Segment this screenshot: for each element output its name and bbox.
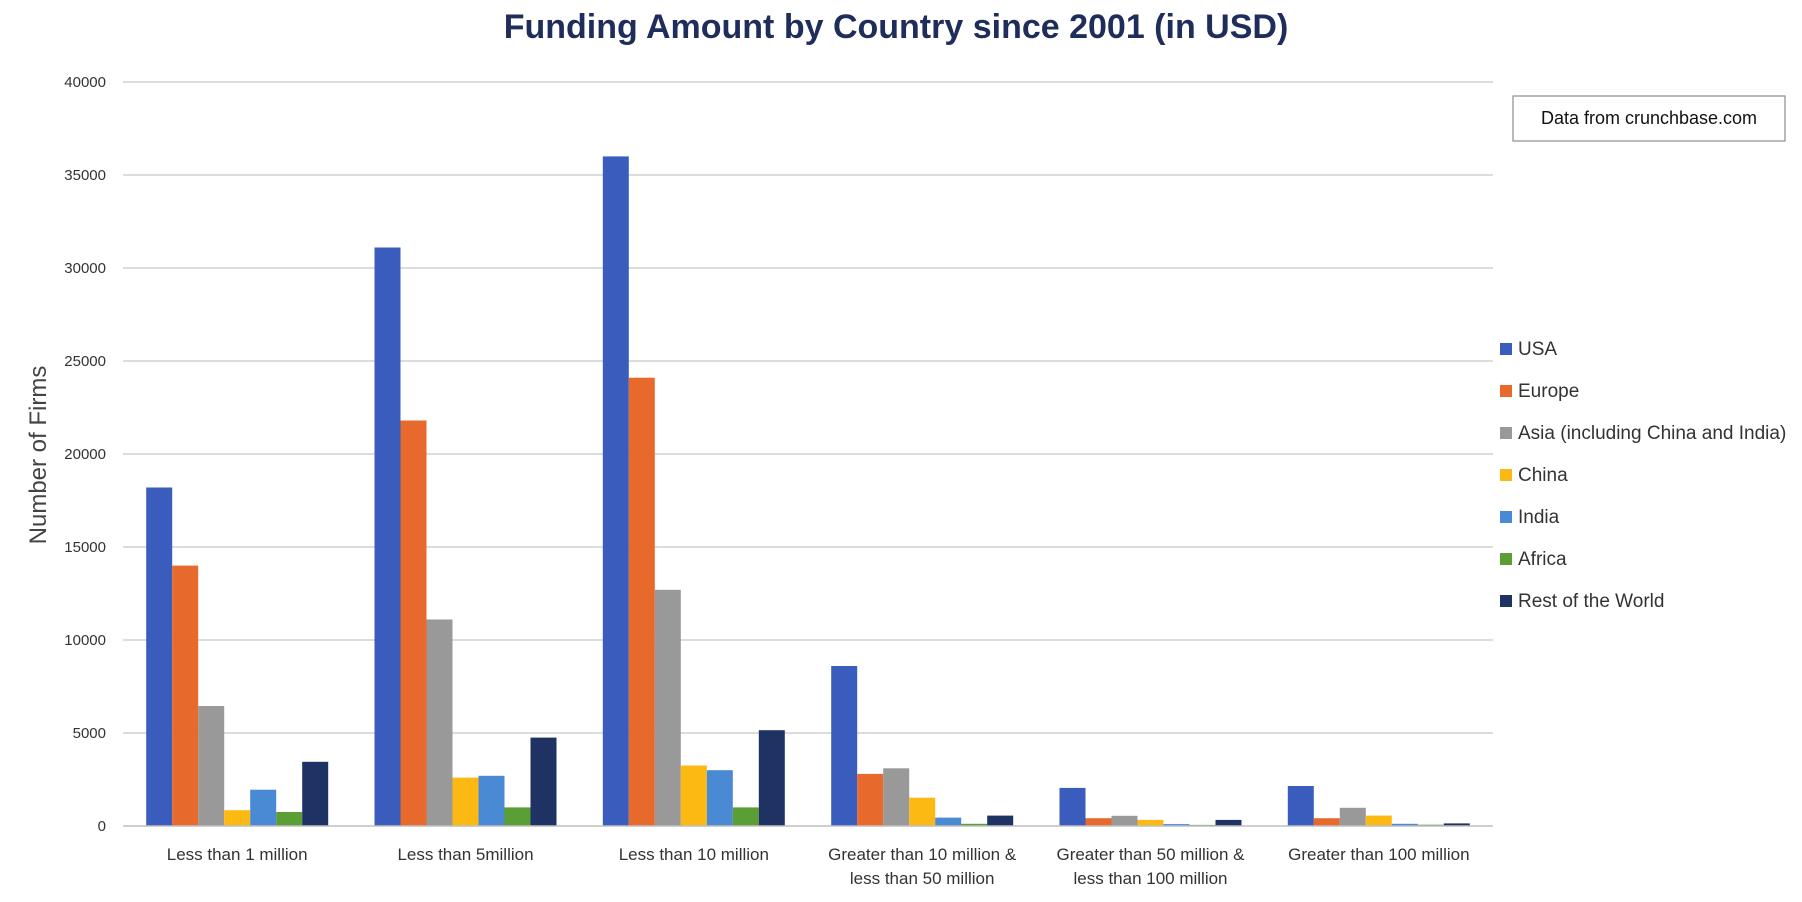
bar-rest-of-the-world bbox=[1215, 819, 1242, 826]
x-category-label: less than 50 million bbox=[850, 869, 995, 888]
source-note-text: Data from crunchbase.com bbox=[1541, 108, 1757, 128]
x-category-label: Less than 1 million bbox=[167, 845, 308, 864]
gridlines bbox=[123, 81, 1493, 734]
legend-swatch bbox=[1500, 595, 1512, 607]
source-note-box bbox=[1512, 95, 1786, 142]
bar-asia-including-china-and-india bbox=[654, 589, 681, 826]
y-tick-label: 10000 bbox=[64, 632, 106, 649]
y-tick-label: 40000 bbox=[64, 74, 106, 91]
bar-europe bbox=[1313, 818, 1340, 826]
y-axis-ticks: 0 5000 10000 15000 20000 25000 30000 35000 40000 bbox=[64, 74, 106, 835]
bar-usa bbox=[831, 666, 858, 826]
x-category-label: Less than 10 million bbox=[619, 845, 769, 864]
bar-rest-of-the-world bbox=[987, 815, 1014, 826]
bar-rest-of-the-world bbox=[302, 761, 329, 826]
bar-india bbox=[1391, 823, 1418, 826]
legend-swatch bbox=[1500, 553, 1512, 565]
bar-usa bbox=[1287, 786, 1314, 826]
bar-asia-including-china-and-india bbox=[1339, 807, 1366, 826]
bar-india bbox=[478, 775, 505, 826]
bar-africa bbox=[504, 807, 531, 826]
bar-europe bbox=[857, 773, 884, 826]
bar-india bbox=[1163, 824, 1190, 826]
bar-africa bbox=[961, 823, 988, 826]
bar-africa bbox=[276, 812, 303, 826]
bar-europe bbox=[400, 420, 427, 826]
x-category-label: Less than 5million bbox=[397, 845, 533, 864]
legend-label: Africa bbox=[1518, 549, 1567, 570]
x-category-label: Greater than 10 million & bbox=[828, 845, 1017, 864]
y-tick-label: 0 bbox=[98, 818, 106, 835]
bar-rest-of-the-world bbox=[530, 737, 557, 826]
bars bbox=[146, 156, 1470, 826]
x-category-label: Greater than 50 million & bbox=[1056, 845, 1245, 864]
y-tick-label: 35000 bbox=[64, 167, 106, 184]
y-tick-label: 20000 bbox=[64, 446, 106, 463]
bar-china bbox=[224, 810, 251, 826]
legend-swatch bbox=[1500, 427, 1512, 439]
legend-label: Rest of the World bbox=[1518, 591, 1664, 612]
x-category-label: less than 100 million bbox=[1073, 869, 1227, 888]
bar-china bbox=[1365, 815, 1392, 826]
y-tick-label: 30000 bbox=[64, 260, 106, 277]
legend-label: Europe bbox=[1518, 381, 1579, 402]
legend-label: USA bbox=[1518, 339, 1557, 360]
bar-china bbox=[909, 797, 936, 826]
bar-europe bbox=[1085, 818, 1112, 826]
y-axis-label: Number of Firms bbox=[25, 366, 52, 545]
legend-label: China bbox=[1518, 465, 1568, 486]
legend-swatch bbox=[1500, 511, 1512, 523]
bar-europe bbox=[628, 377, 655, 826]
bar-asia-including-china-and-india bbox=[1111, 815, 1138, 826]
bar-asia-including-china-and-india bbox=[198, 706, 225, 826]
source-note: Data from crunchbase.com bbox=[1512, 95, 1786, 142]
bar-usa bbox=[1059, 787, 1086, 826]
bar-rest-of-the-world bbox=[758, 730, 785, 826]
bar-asia-including-china-and-india bbox=[883, 768, 910, 826]
bar-india bbox=[706, 770, 733, 826]
bar-europe bbox=[172, 565, 199, 826]
y-tick-label: 5000 bbox=[73, 725, 106, 742]
x-category-label: Greater than 100 million bbox=[1288, 845, 1469, 864]
bar-asia-including-china-and-india bbox=[426, 619, 453, 826]
bar-china bbox=[680, 765, 707, 826]
bar-china bbox=[1137, 819, 1164, 826]
legend-label: India bbox=[1518, 507, 1560, 528]
bar-usa bbox=[602, 156, 629, 826]
bar-usa bbox=[146, 487, 173, 826]
legend: USA Europe Asia (including China and India… bbox=[1500, 339, 1786, 612]
chart-title: Funding Amount by Country since 2001 (in… bbox=[504, 8, 1289, 46]
bar-china bbox=[452, 777, 479, 826]
x-axis-categories: Less than 1 million Less than 5million Les… bbox=[167, 845, 1470, 888]
y-tick-label: 25000 bbox=[64, 353, 106, 370]
legend-label: Asia (including China and India) bbox=[1518, 423, 1786, 444]
bar-india bbox=[935, 817, 962, 826]
legend-swatch bbox=[1500, 343, 1512, 355]
bar-rest-of-the-world bbox=[1443, 823, 1470, 826]
bar-india bbox=[250, 789, 277, 826]
bar-africa bbox=[732, 807, 759, 826]
legend-swatch bbox=[1500, 469, 1512, 481]
bar-usa bbox=[374, 247, 401, 826]
y-tick-label: 15000 bbox=[64, 539, 106, 556]
legend-swatch bbox=[1500, 385, 1512, 397]
